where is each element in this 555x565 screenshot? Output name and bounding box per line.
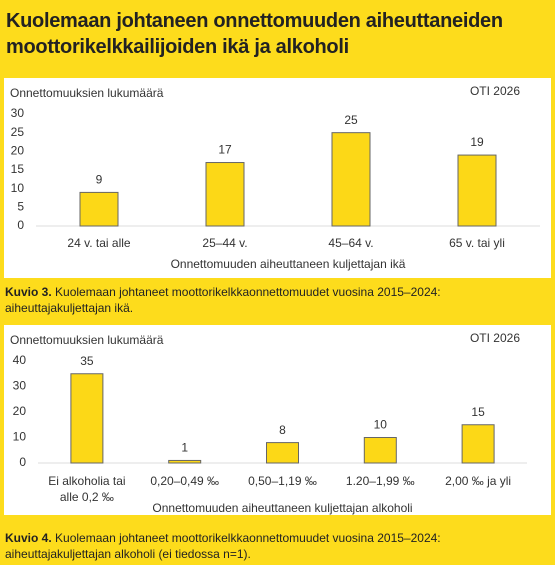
x-tick-label: 65 v. tai yli [449,236,505,250]
x-tick-label: 0,50–1,19 ‰ [248,474,317,488]
source: OTI 2026 [470,84,520,98]
y-tick-label: 10 [11,181,25,195]
y-tick-label: 20 [11,144,25,158]
chart: Onnettomuuksien lukumäärä OTI 2026 0 5 10 15 2… [4,78,551,278]
y-tick-label: 25 [11,125,25,139]
bar [363,437,397,464]
y-axis-title: Onnettomuuksien lukumäärä [10,86,164,100]
value-label: 10 [374,418,388,432]
y-axis-title: Onnettomuuksien lukumäärä [10,333,164,347]
bar [461,424,495,464]
value-label: 17 [218,143,232,157]
bar [457,154,497,227]
caption-text: Kuolemaan johtaneet moottorikelkkaonnett… [5,531,441,561]
x-axis-title: Onnettomuuden aiheuttaneen kuljettajan a… [152,501,412,515]
y-tick-label: 30 [11,106,25,120]
bar [168,459,202,464]
x-tick-box: 0,50–1,19 ‰ [248,474,317,488]
x-tick-label: Ei alkoholia tai alle 0,2 ‰ [48,474,126,504]
page-title: Kuolemaan johtaneen onnettomuuden aiheut… [6,10,503,58]
x-tick-label: 24 v. tai alle [67,236,130,250]
caption-label: Kuvio 3. [5,285,52,299]
y-tick-label: 15 [11,162,25,176]
x-tick-box: 1.20–1,99 ‰ [345,474,415,488]
x-tick-label: 0,20–0,49 ‰ [150,474,220,488]
y-tick-label: 40 [13,353,27,367]
chart: Onnettomuuksien lukumäärä OTI 2026 0 10 20 30… [4,325,551,515]
bar [205,162,245,227]
bar [266,442,299,464]
caption-text: Kuolemaan johtaneet moottorikelkkaonnett… [5,285,441,315]
bar [70,373,104,464]
x-tick-label: 25–44 v. [202,236,247,250]
y-tick-label: 0 [17,218,24,232]
y-tick-label: 5 [17,200,24,214]
y-tick-label: 10 [13,430,27,444]
bar [331,132,371,227]
x-tick-box: 2,00 ‰ ja yli [445,474,512,488]
y-tick-label: 20 [13,404,27,418]
value-label: 9 [96,173,103,187]
x-tick-label: 2,00 ‰ ja yli [445,474,512,488]
x-tick-box: Ei alkoholia tai alle 0,2 ‰ [48,474,126,504]
value-label: 1 [181,441,188,455]
x-tick-label: 45–64 v. [328,236,373,250]
x-axis-title: Onnettomuuden aiheuttaneen kuljettajan i… [171,257,406,271]
y-tick-label: 30 [13,379,27,393]
x-tick-label: 1.20–1,99 ‰ [345,474,415,488]
value-label: 15 [471,405,485,419]
value-label: 35 [80,354,94,368]
caption-label: Kuvio 4. [5,531,52,545]
value-label: 19 [470,135,484,149]
source: OTI 2026 [470,331,520,345]
bar [79,191,119,227]
caption: Kuvio 4. Kuolemaan johtaneet moottorikel… [5,530,550,562]
x-tick-box: 0,20–0,49 ‰ [150,474,220,488]
value-label: 8 [279,423,286,437]
caption: Kuvio 3. Kuolemaan johtaneet moottorikel… [5,284,550,316]
value-label: 25 [344,113,358,127]
y-tick-label: 0 [19,455,26,469]
